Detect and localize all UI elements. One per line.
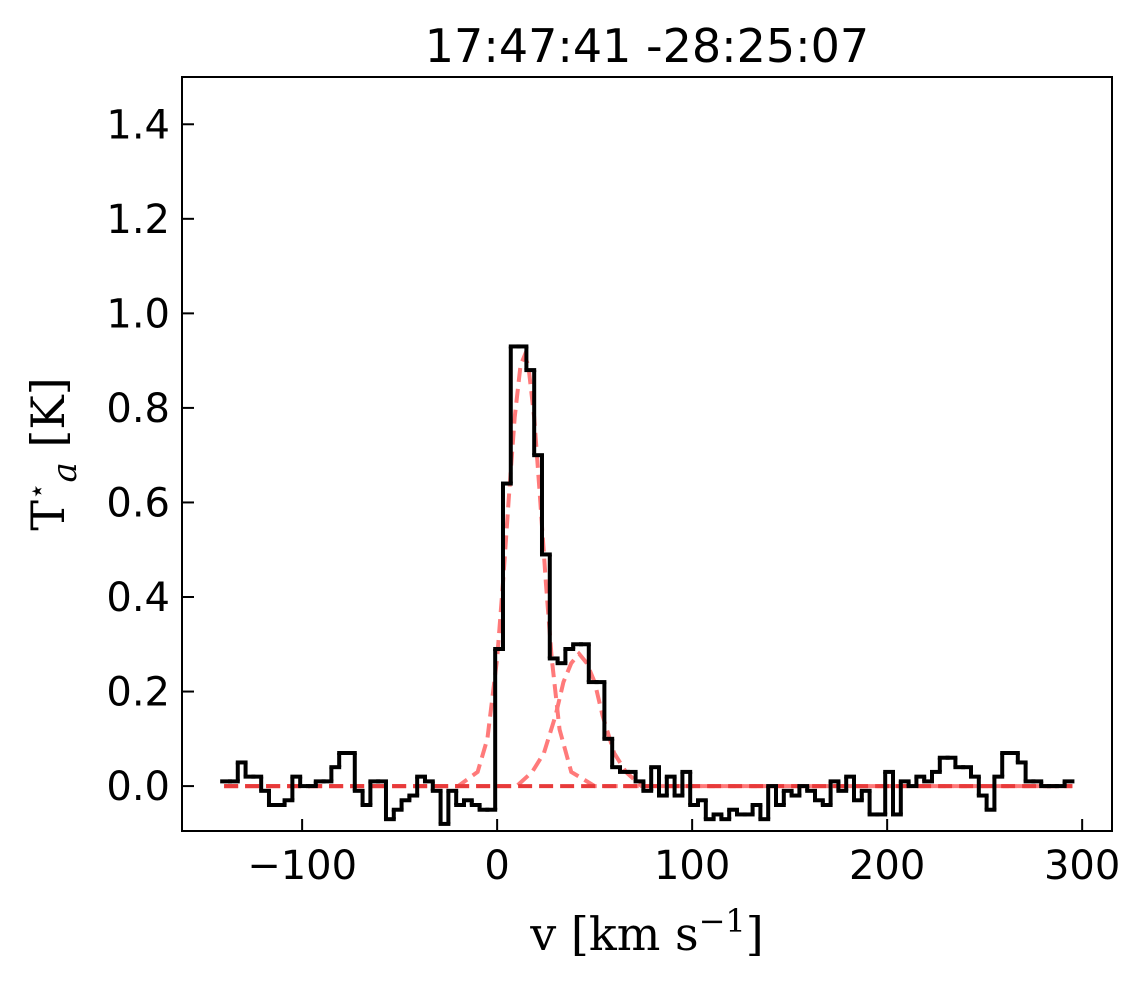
y-label-end: [K]	[21, 377, 75, 462]
x-label-sup: −1	[699, 902, 746, 940]
x-tick-label: 100	[654, 843, 730, 889]
x-tick-label: 0	[484, 843, 509, 889]
y-label-sub: a	[45, 462, 85, 482]
x-tick-label: 200	[849, 843, 925, 889]
y-tick-label: 0.6	[106, 480, 170, 526]
x-axis-label: v [km s−1]	[529, 902, 763, 961]
y-tick-label: 1.2	[106, 197, 170, 243]
y-tick-label: 0.4	[106, 575, 170, 621]
x-label-end: ]	[746, 907, 764, 961]
y-tick-label: 0.2	[106, 670, 170, 716]
x-tick-label: −100	[247, 843, 357, 889]
fit-curve	[224, 650, 1073, 789]
y-tick-label: 1.0	[106, 291, 170, 337]
y-tick-label: 0.0	[106, 764, 170, 810]
x-tick-label: 300	[1044, 843, 1120, 889]
y-tick-label: 1.4	[106, 102, 170, 148]
chart-title: 17:47:41 -28:25:07	[425, 19, 869, 73]
y-axis-label: T⋆a [K]	[20, 377, 85, 530]
y-tick-label: 0.8	[106, 386, 170, 432]
y-label-text: T	[21, 500, 75, 531]
fit-curve	[224, 350, 1073, 789]
x-label-text: v [km s	[529, 907, 698, 961]
y-label-sup: ⋆	[20, 482, 53, 500]
plot-frame	[181, 76, 1113, 832]
